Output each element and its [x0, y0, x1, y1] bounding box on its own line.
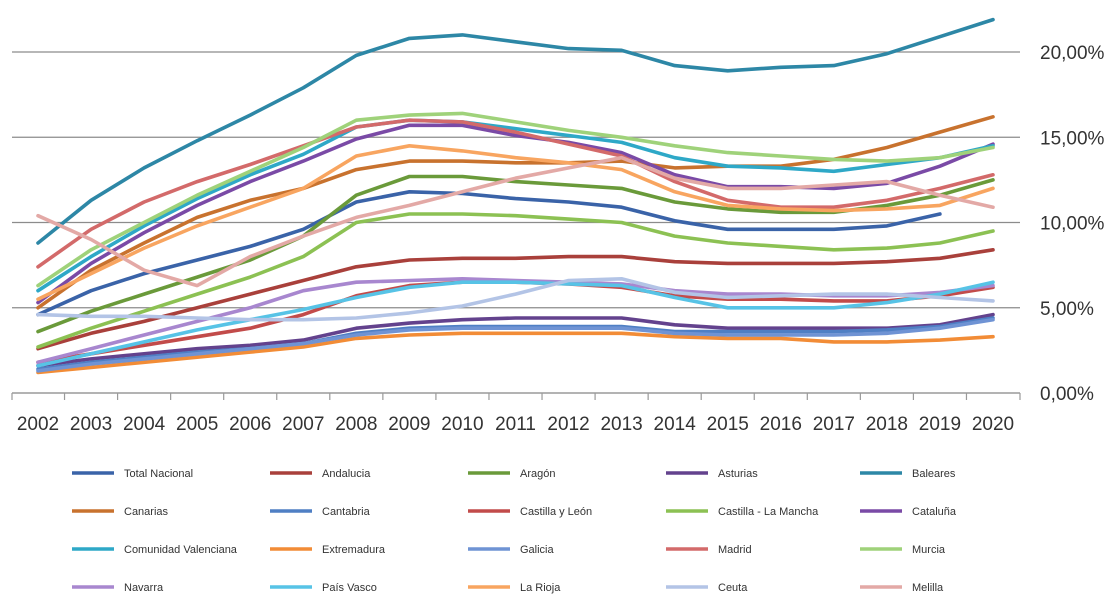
x-tick-label: 2003: [70, 414, 112, 435]
y-tick-label: 0,00%: [1040, 384, 1094, 405]
legend: Total Nacional Andalucia Aragón Asturias Bal…: [72, 468, 957, 594]
legend-label: Canarias: [124, 506, 169, 518]
series-lines: [36, 17, 995, 375]
legend-label: Cantabria: [322, 506, 371, 518]
series-line-galicia: [36, 317, 995, 373]
x-tick-label: 2005: [176, 414, 218, 435]
x-tick-label: 2012: [547, 414, 589, 435]
legend-label: Melilla: [912, 582, 944, 594]
x-axis: [11, 392, 1021, 400]
legend-label: Castilla - La Mancha: [718, 506, 819, 518]
legend-label: Cataluña: [912, 506, 957, 518]
x-tick-label: 2007: [282, 414, 324, 435]
legend-label: Asturias: [718, 468, 758, 480]
x-tick-label: 2011: [495, 414, 536, 435]
legend-label: Murcia: [912, 544, 946, 556]
series-line-la-rioja: [36, 144, 995, 301]
legend-label: Galicia: [520, 544, 555, 556]
legend-label: Ceuta: [718, 582, 748, 594]
series-line-total-nacional: [36, 190, 942, 317]
legend-label: Total Nacional: [124, 468, 193, 480]
x-tick-label: 2009: [388, 414, 430, 435]
x-tick-label: 2013: [600, 414, 642, 435]
legend-label: Baleares: [912, 468, 956, 480]
series-line-castilla-la-mancha: [36, 212, 995, 349]
x-tick-label: 2019: [919, 414, 961, 435]
x-tick-label: 2017: [813, 414, 855, 435]
series-line-asturias: [36, 312, 995, 368]
legend-label: Castilla y León: [520, 506, 592, 518]
x-tick-label: 2002: [17, 414, 59, 435]
y-axis-tick-labels: 0,00% 5,00% 10,00% 15,00% 20,00%: [1040, 43, 1105, 405]
series-line-melilla: [36, 155, 995, 288]
series-line-pais-vasco: [36, 280, 995, 368]
legend-label: Madrid: [718, 544, 752, 556]
y-tick-label: 15,00%: [1040, 128, 1105, 149]
x-tick-label: 2020: [972, 414, 1014, 435]
x-tick-label: 2008: [335, 414, 377, 435]
x-tick-label: 2004: [123, 414, 166, 435]
legend-label: La Rioja: [520, 582, 561, 594]
series-line-ceuta: [36, 277, 995, 322]
x-tick-label: 2010: [441, 414, 483, 435]
y-tick-label: 10,00%: [1040, 214, 1105, 235]
x-tick-label: 2016: [760, 414, 802, 435]
legend-label: Aragón: [520, 468, 555, 480]
legend-label: Extremadura: [322, 544, 386, 556]
series-line-madrid: [36, 118, 995, 269]
x-tick-label: 2014: [654, 414, 697, 435]
series-line-baleares: [36, 17, 995, 245]
legend-label: País Vasco: [322, 582, 377, 594]
x-tick-label: 2006: [229, 414, 271, 435]
y-tick-label: 20,00%: [1040, 43, 1105, 64]
series-line-extremadura: [36, 331, 995, 375]
legend-label: Andalucia: [322, 468, 371, 480]
series-line-andalucia: [36, 248, 995, 351]
legend-label: Comunidad Valenciana: [124, 544, 238, 556]
series-line-comunidad-valenciana: [36, 118, 995, 293]
series-line-cataluna: [36, 123, 995, 305]
series-line-murcia: [36, 111, 995, 288]
x-tick-label: 2018: [866, 414, 908, 435]
legend-label: Navarra: [124, 582, 164, 594]
y-tick-label: 5,00%: [1040, 299, 1094, 320]
x-axis-tick-labels: 2002 2003 2004 2005 2006 2007 2008 2009 2010 2011…: [17, 414, 1014, 435]
x-tick-label: 2015: [707, 414, 749, 435]
